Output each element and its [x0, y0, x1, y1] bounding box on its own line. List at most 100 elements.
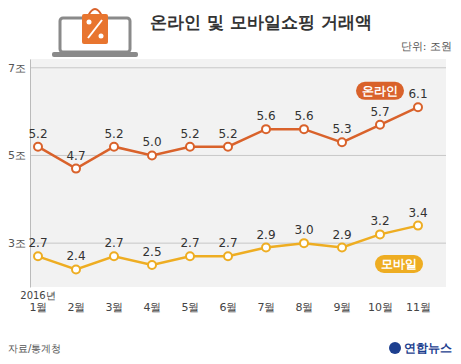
y-tick-label: 3조 [8, 237, 26, 250]
x-tick: 9월 [334, 301, 352, 314]
series-label-text: 온라인 [362, 84, 398, 98]
x-tick: 2월 [68, 301, 86, 314]
x-tick-label: 7월 [258, 301, 276, 314]
data-label: 5.7 [370, 105, 389, 119]
point [338, 244, 346, 252]
data-label: 5.6 [294, 109, 313, 123]
subtitle: 단위: 조원 [401, 40, 452, 53]
source: 자료/통계청 [8, 343, 61, 354]
point [34, 252, 42, 260]
data-label: 2.7 [218, 236, 237, 250]
credit-text: 연합뉴스 [404, 341, 452, 355]
icon-bag [82, 14, 108, 44]
point [148, 151, 156, 159]
point [110, 252, 118, 260]
x-tick: 3월 [106, 301, 124, 314]
chart: 온라인 및 모바일쇼핑 거래액단위: 조원 3조 5조 7조 1월 2월 3월 4월 5월 6월 7… [0, 0, 461, 364]
labels: 5.24.75.25.05.25.25.65.65.35.76.1온라인2.72… [28, 82, 427, 273]
grid [30, 68, 446, 243]
data-label: 2.9 [256, 228, 275, 242]
x-tick: 5월 [182, 301, 200, 314]
point [148, 261, 156, 269]
point [376, 230, 384, 238]
grid-line [30, 155, 446, 156]
series-line [38, 107, 418, 168]
series-label-bg [375, 255, 423, 273]
x-tick: 1월 [30, 301, 48, 314]
icon-bag-dot [87, 20, 92, 25]
point [224, 252, 232, 260]
point [300, 239, 308, 247]
data-label: 3.2 [370, 214, 389, 228]
plot-background [30, 59, 446, 287]
data-label: 3.0 [294, 223, 313, 237]
y-axis: 3조 5조 7조 [8, 60, 31, 288]
x-tick-label: 3월 [106, 301, 124, 314]
credit: 연합뉴스 [389, 341, 452, 355]
point [72, 165, 80, 173]
series-label: 모바일 [375, 255, 423, 273]
x-axis: 1월 2월 3월 4월 5월 6월 7월 8월 9월 10월 11월 [30, 301, 432, 314]
data-label: 2.9 [332, 228, 351, 242]
data-label: 2.5 [142, 245, 161, 259]
point [224, 143, 232, 151]
data-label: 5.2 [104, 127, 123, 141]
data-label: 2.7 [104, 236, 123, 250]
x-tick: 7월 [258, 301, 276, 314]
x-tick: 8월 [296, 301, 314, 314]
point [72, 265, 80, 273]
data-label: 3.4 [408, 206, 427, 220]
point [414, 103, 422, 111]
x-tick-label: 9월 [334, 301, 352, 314]
data-label: 5.2 [180, 127, 199, 141]
series-label: 온라인 [356, 82, 404, 100]
y-tick: 3조 [8, 237, 30, 250]
x-tick-label: 8월 [296, 301, 314, 314]
data-label: 5.2 [28, 127, 47, 141]
icon-base [52, 52, 138, 57]
y-tick: 5조 [8, 149, 30, 162]
point [300, 125, 308, 133]
x-tick-label: 2월 [68, 301, 86, 314]
data-label: 2.4 [66, 249, 85, 263]
marks [34, 103, 422, 273]
icon [52, 9, 138, 57]
series-line [38, 226, 418, 270]
data-label: 6.1 [408, 87, 427, 101]
credit-logo [389, 342, 401, 354]
title: 온라인 및 모바일쇼핑 거래액 [150, 12, 372, 32]
x-tick: 10월 [368, 301, 393, 314]
x-tick-label: 11월 [406, 301, 431, 314]
y-axis-line [30, 60, 31, 288]
y-tick-label: 7조 [8, 62, 26, 75]
x-tick-label: 6월 [220, 301, 238, 314]
data-label: 5.3 [332, 122, 351, 136]
x-tick: 4월 [144, 301, 162, 314]
data-label: 2.7 [180, 236, 199, 250]
icon-bag-dot [99, 34, 104, 39]
point [338, 138, 346, 146]
point [110, 143, 118, 151]
y-tick-label: 5조 [8, 149, 26, 162]
point [376, 121, 384, 129]
point [262, 244, 270, 252]
point [186, 252, 194, 260]
y-tick: 7조 [8, 62, 30, 75]
x-tick-label: 4월 [144, 301, 162, 314]
series-label-bg [356, 82, 404, 100]
data-label: 2.7 [28, 236, 47, 250]
point [414, 222, 422, 230]
point [262, 125, 270, 133]
x-tick: 6월 [220, 301, 238, 314]
x-tick-label: 10월 [368, 301, 393, 314]
year-label: 2016년 [20, 290, 55, 301]
grid-line [30, 243, 446, 244]
x-tick: 11월 [406, 301, 431, 314]
data-label: 5.0 [142, 135, 161, 149]
data-label: 4.7 [66, 149, 85, 163]
x-tick-label: 1월 [30, 301, 48, 314]
grid-line [30, 67, 446, 68]
point [186, 143, 194, 151]
x-tick-label: 5월 [182, 301, 200, 314]
data-label: 5.2 [218, 127, 237, 141]
